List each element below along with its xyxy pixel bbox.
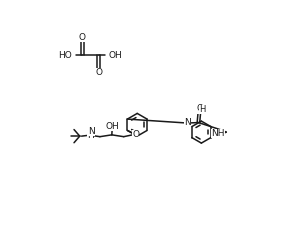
Text: H: H — [87, 131, 94, 140]
Text: H: H — [199, 105, 206, 114]
Text: HO: HO — [58, 51, 72, 60]
Text: O: O — [132, 130, 139, 139]
Text: O: O — [95, 68, 102, 77]
Text: OH: OH — [109, 51, 123, 60]
Text: N: N — [88, 127, 95, 136]
Text: OH: OH — [106, 122, 120, 131]
Text: N: N — [184, 119, 190, 127]
Text: O: O — [79, 33, 86, 42]
Text: O: O — [197, 104, 204, 113]
Text: NH: NH — [211, 129, 225, 138]
